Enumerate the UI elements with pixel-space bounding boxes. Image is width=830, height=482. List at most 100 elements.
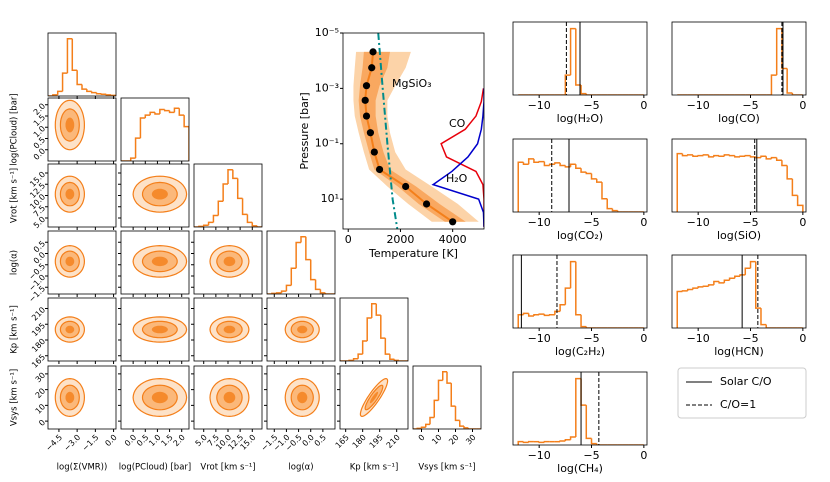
hist-bin (446, 371, 452, 384)
hist-bin (527, 440, 534, 443)
hist-bin (212, 214, 219, 223)
hist-bin (575, 377, 582, 438)
hist-bin (755, 261, 761, 309)
hist-bin (81, 84, 87, 90)
y-tick-label: 30 (34, 371, 48, 385)
hist-bin (437, 379, 443, 401)
profile-point (369, 48, 377, 56)
hist-bin (71, 38, 78, 71)
clip-group (209, 316, 250, 343)
x-axis-label: log(Σ(VMR)) (57, 463, 108, 473)
y-tick-label: 10⁻¹ (315, 137, 339, 150)
hist-bin (728, 277, 735, 281)
y-axis-label: log(α) (10, 250, 20, 275)
hist-bin (517, 440, 524, 445)
x-tick-label: −3.0 (62, 433, 82, 453)
x-tick-label: −10 (687, 216, 710, 229)
hist-bin (429, 416, 435, 425)
y-tick-label: 20 (34, 386, 48, 400)
hist-bin (749, 155, 756, 158)
hist-bin (559, 162, 566, 167)
hist-bin (522, 162, 529, 165)
hist-bin (554, 162, 561, 165)
panel-frame (512, 371, 648, 446)
hist-bin (110, 94, 116, 96)
clip-group (284, 316, 320, 343)
x-tick-label: 20 (447, 433, 461, 447)
y-tick-label: 0.5 (32, 239, 47, 254)
panel-frame (339, 365, 409, 430)
x-tick-label: −10 (528, 99, 551, 112)
hist-bin (559, 440, 566, 442)
hist-bin (159, 108, 165, 115)
clip-group (518, 22, 644, 95)
hist-bin (796, 195, 804, 212)
panel-frame (512, 138, 648, 213)
hist-bin (739, 274, 746, 277)
legend-label: C/O=1 (720, 398, 756, 411)
y-tick-label: 10¹ (321, 192, 339, 205)
panel-frame (671, 21, 807, 96)
hist-bin (149, 111, 155, 116)
hist-bin (575, 261, 582, 316)
clip-group (676, 139, 804, 212)
x-tick-label: −10 (528, 332, 551, 345)
hist-bin (163, 109, 170, 112)
x-tick-label: 0 (417, 433, 427, 443)
hist-bin (580, 378, 587, 406)
hist-bin (389, 354, 395, 361)
profile-point (375, 165, 384, 174)
clip-group (132, 316, 188, 343)
hist-bin (791, 178, 798, 197)
x-tick-label: 2000 (386, 233, 414, 246)
x-axis-label: log(CO₂) (557, 229, 603, 242)
hist-bin (611, 208, 618, 212)
hist-bin (616, 210, 623, 212)
hist-bin (749, 260, 756, 269)
x-axis-label: Temperature [K] (368, 247, 458, 260)
hist-bin (154, 112, 160, 115)
x-tick-label: −10 (687, 99, 710, 112)
hist-bin (575, 28, 582, 86)
hist-bin (384, 338, 390, 355)
y-tick-label: 10 (34, 402, 48, 416)
profile-point (422, 200, 431, 208)
hist-bin (770, 74, 777, 95)
hist-bin (207, 221, 214, 226)
x-tick-label: −5 (583, 449, 599, 462)
hist-bin (723, 279, 730, 283)
hist-bin (314, 279, 321, 291)
hist-bin (366, 317, 372, 341)
hist-bin (522, 312, 529, 315)
hist-bin (548, 313, 555, 316)
hist-bin (305, 236, 311, 261)
clip-group (340, 302, 408, 361)
panel-frame (47, 97, 117, 162)
x-tick-label: 210 (385, 433, 402, 450)
clip-group (121, 107, 189, 161)
hist-bin (686, 288, 693, 291)
x-axis-label: log(α) (288, 463, 313, 473)
profile-point (370, 148, 378, 156)
panel-frame (120, 97, 190, 162)
hist-bin (295, 241, 301, 269)
y-tick-label: 180 (30, 337, 47, 354)
hist-bin (786, 165, 793, 180)
y-tick-label: 0 (37, 418, 47, 428)
clip-group (209, 377, 250, 418)
hist-bin (450, 383, 456, 407)
hist-bin (554, 310, 561, 315)
x-tick-label: −5 (583, 216, 599, 229)
x-tick-label: 165 (334, 433, 351, 450)
contour (369, 391, 379, 404)
clip-group (517, 372, 644, 445)
hist-bin (734, 275, 741, 279)
x-tick-label: 0.0 (103, 433, 118, 448)
hist-bin (173, 107, 180, 113)
hist-bin (590, 438, 597, 445)
hist-bin (420, 426, 426, 429)
hist-bin (718, 281, 725, 284)
hist-bin (95, 92, 102, 95)
hist-bin (56, 90, 63, 95)
panel-frame (120, 163, 190, 228)
